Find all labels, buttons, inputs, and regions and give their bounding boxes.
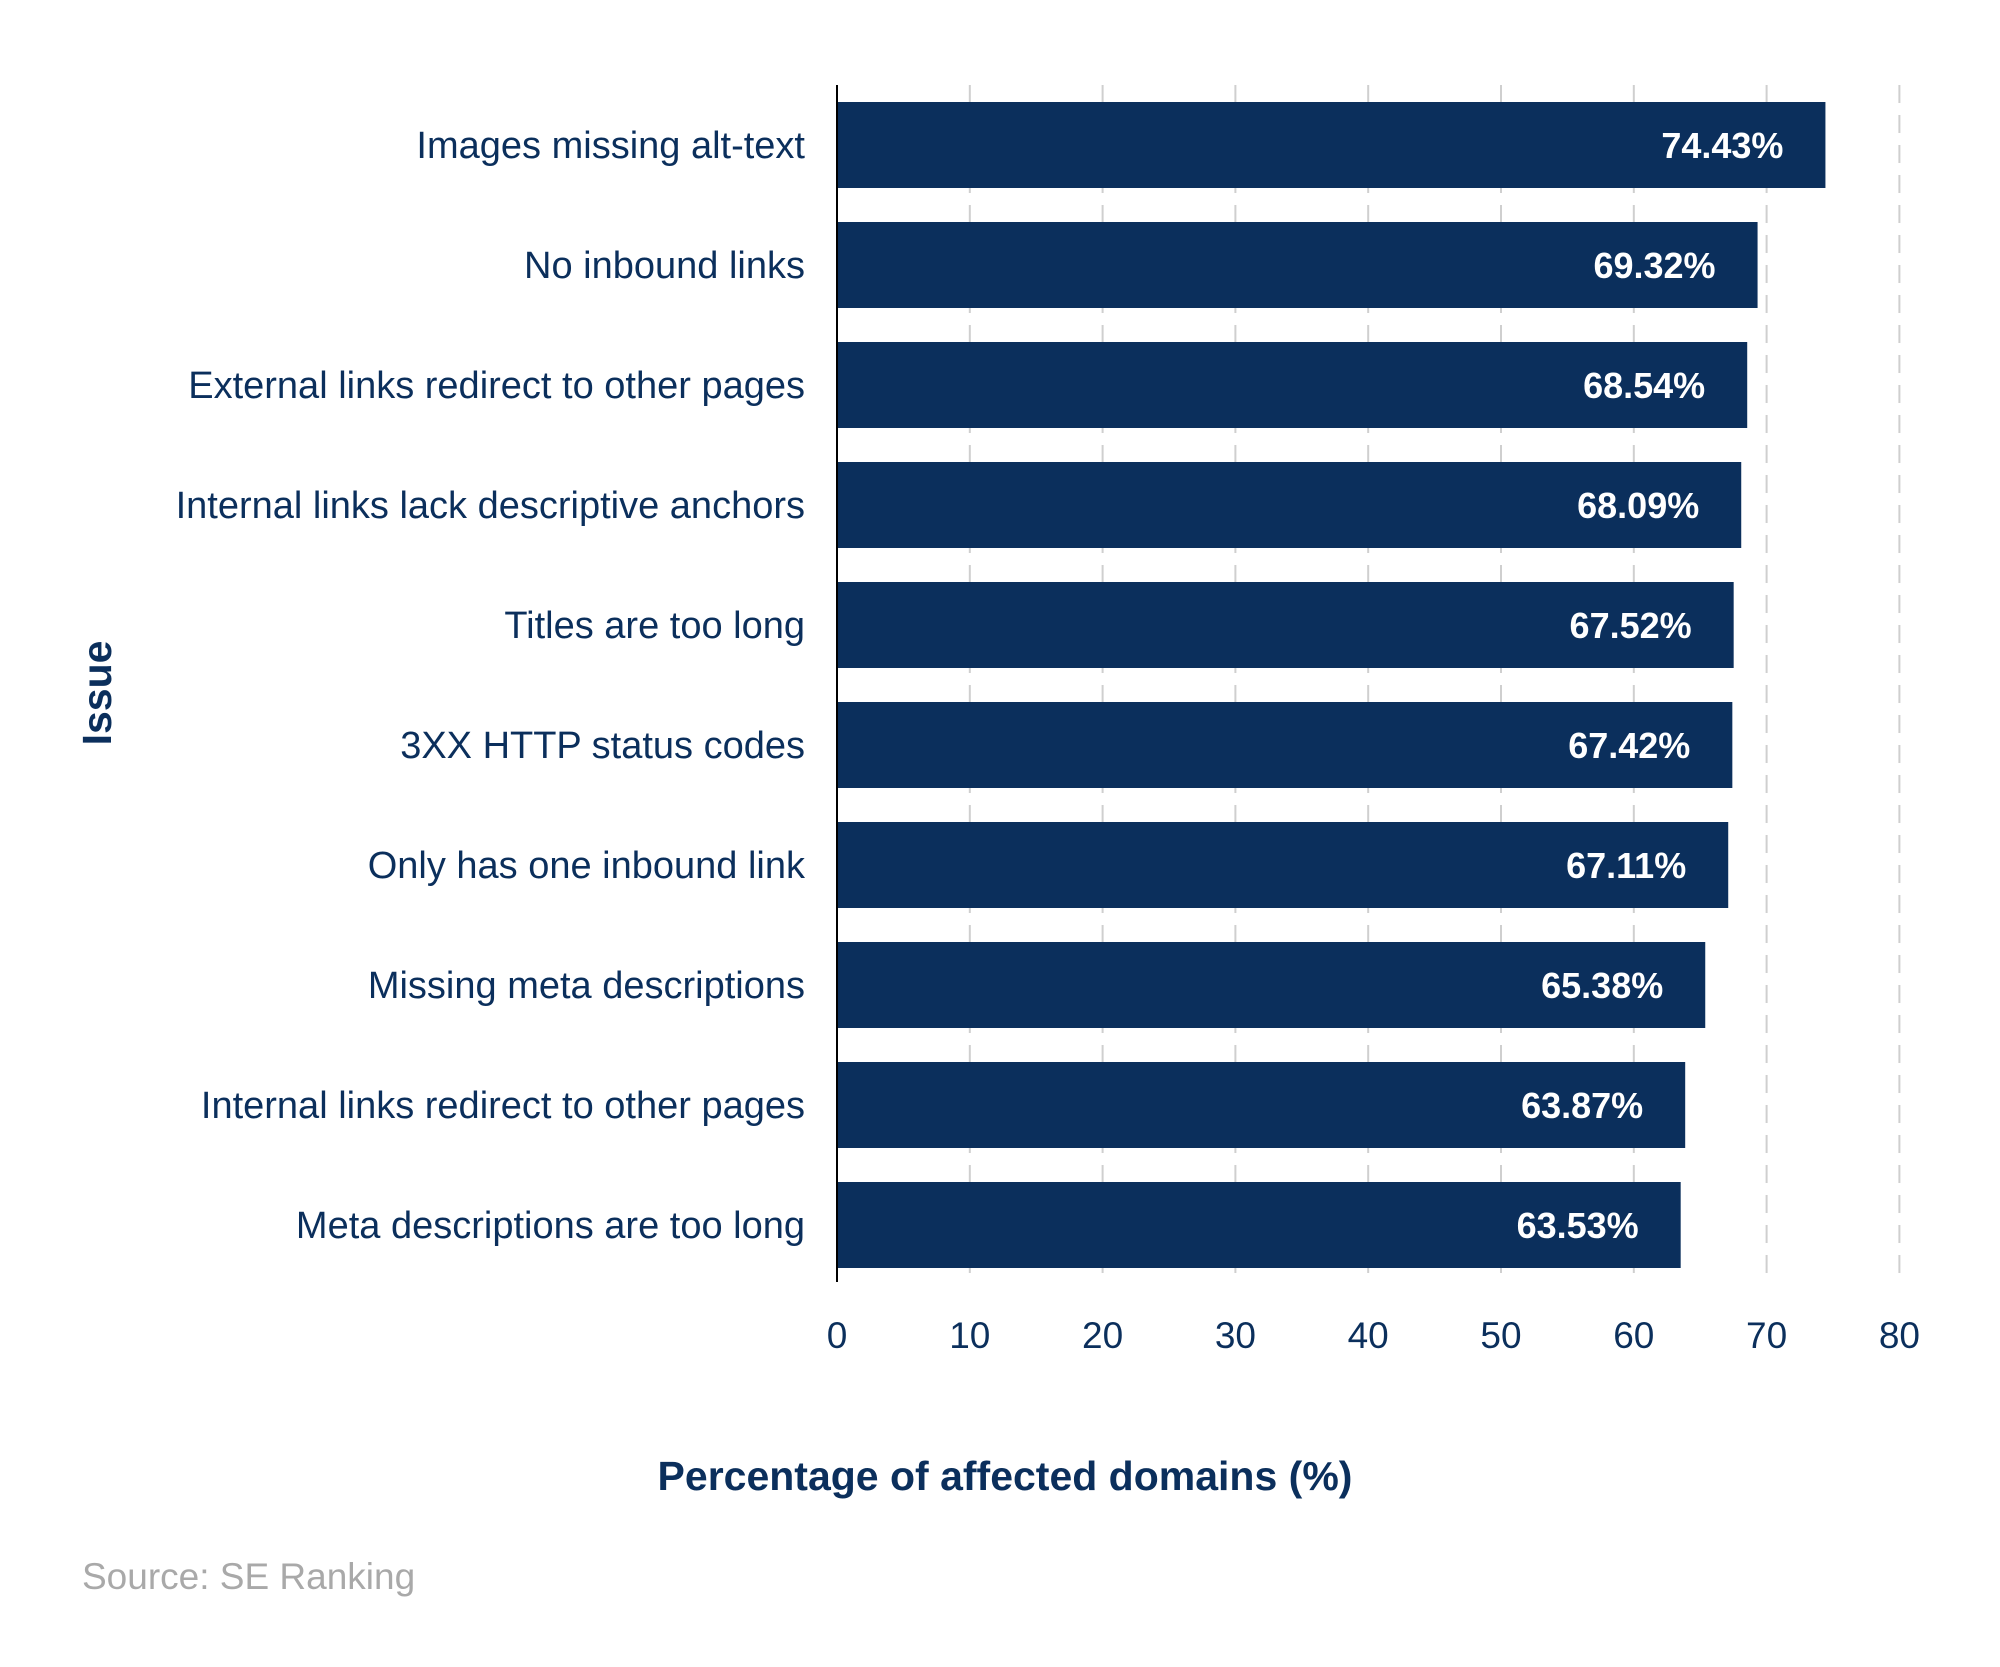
category-labels: Images missing alt-text No inbound links E… bbox=[176, 125, 806, 1247]
x-tick-label: 60 bbox=[1613, 1315, 1654, 1356]
x-tick-label: 80 bbox=[1879, 1315, 1920, 1356]
bar bbox=[837, 342, 1748, 428]
x-tick-label: 40 bbox=[1348, 1315, 1389, 1356]
bar-value-label: 68.09% bbox=[1577, 485, 1699, 526]
bar bbox=[837, 1182, 1681, 1268]
bar bbox=[837, 942, 1706, 1028]
x-tick-label: 10 bbox=[949, 1315, 990, 1356]
bar-value-label: 63.53% bbox=[1517, 1205, 1639, 1246]
bar-value-label: 69.32% bbox=[1593, 245, 1715, 286]
x-tick-label: 50 bbox=[1480, 1315, 1521, 1356]
category-label: 3XX HTTP status codes bbox=[400, 725, 805, 767]
bars: 74.43% 69.32% 68.54% 68.09% 67.52% 67.42% 67.1… bbox=[837, 102, 1826, 1268]
category-label: No inbound links bbox=[524, 245, 805, 287]
bar-value-label: 65.38% bbox=[1541, 965, 1663, 1006]
category-label: Titles are too long bbox=[504, 605, 805, 647]
x-tick-label: 70 bbox=[1746, 1315, 1787, 1356]
bar bbox=[837, 702, 1733, 788]
x-tick-label: 30 bbox=[1215, 1315, 1256, 1356]
category-label: Meta descriptions are too long bbox=[296, 1205, 805, 1247]
bar-value-label: 74.43% bbox=[1661, 125, 1783, 166]
x-axis-ticks: 0 10 20 30 40 50 60 70 80 bbox=[827, 1315, 1920, 1356]
x-axis-title: Percentage of affected domains (%) bbox=[658, 1453, 1353, 1499]
x-tick-label: 0 bbox=[827, 1315, 848, 1356]
source-note: Source: SE Ranking bbox=[82, 1556, 415, 1597]
bar bbox=[837, 222, 1758, 308]
category-label: External links redirect to other pages bbox=[188, 365, 805, 407]
bar-value-label: 67.42% bbox=[1568, 725, 1690, 766]
y-axis-title: Issue bbox=[74, 641, 120, 746]
bar-value-label: 63.87% bbox=[1521, 1085, 1643, 1126]
bar bbox=[837, 822, 1729, 908]
category-label: Missing meta descriptions bbox=[368, 965, 805, 1007]
bar-value-label: 67.52% bbox=[1570, 605, 1692, 646]
bar bbox=[837, 582, 1734, 668]
x-tick-label: 20 bbox=[1082, 1315, 1123, 1356]
category-label: Only has one inbound link bbox=[368, 845, 806, 887]
category-label: Images missing alt-text bbox=[416, 125, 805, 167]
bar-value-label: 67.11% bbox=[1566, 845, 1686, 886]
bar bbox=[837, 102, 1826, 188]
bar-value-label: 68.54% bbox=[1583, 365, 1705, 406]
category-label: Internal links redirect to other pages bbox=[201, 1085, 805, 1127]
bar bbox=[837, 1062, 1686, 1148]
bar bbox=[837, 462, 1742, 548]
category-label: Internal links lack descriptive anchors bbox=[176, 485, 805, 527]
